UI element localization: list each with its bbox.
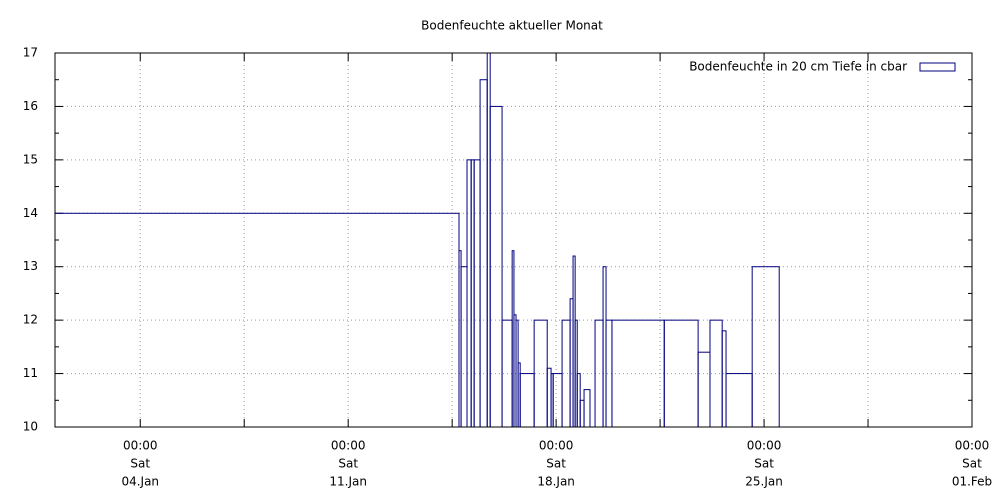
- box: [583, 389, 591, 428]
- x-tick-label: 00:00: [955, 439, 990, 453]
- y-tick-label: 12: [23, 313, 38, 327]
- box: [697, 351, 711, 428]
- legend-swatch: [919, 62, 956, 72]
- y-tick-label: 17: [23, 46, 38, 60]
- box: [533, 319, 548, 428]
- box: [663, 319, 699, 428]
- y-tick-label: 10: [23, 420, 38, 434]
- y-tick-label: 15: [23, 152, 38, 166]
- box: [460, 266, 468, 428]
- x-tick-label: 00:00: [539, 439, 574, 453]
- box: [519, 373, 535, 428]
- x-tick-label: 00:00: [331, 439, 366, 453]
- x-tick-label: 00:00: [747, 439, 782, 453]
- box: [721, 330, 727, 428]
- x-tick-label: Sat: [754, 457, 774, 471]
- box: [466, 159, 472, 428]
- box: [725, 373, 753, 428]
- x-tick-label: Sat: [546, 457, 566, 471]
- x-tick-label: Sat: [962, 457, 982, 471]
- x-tick-label: 25.Jan: [745, 475, 783, 489]
- legend-label: Bodenfeuchte in 20 cm Tiefe in cbar: [689, 60, 907, 74]
- box: [479, 79, 488, 428]
- y-tick-label: 13: [23, 259, 38, 273]
- x-tick-label: Sat: [338, 457, 358, 471]
- x-tick-label: Sat: [130, 457, 150, 471]
- chart-title: Bodenfeuchte aktueller Monat: [421, 19, 603, 33]
- x-tick-label: 01.Feb: [952, 475, 992, 489]
- x-tick-label: 04.Jan: [121, 475, 159, 489]
- box: [579, 399, 585, 428]
- box: [546, 367, 552, 428]
- box: [552, 373, 563, 428]
- y-tick-label: 11: [23, 366, 38, 380]
- x-tick-label: 11.Jan: [329, 475, 367, 489]
- y-tick-label: 16: [23, 99, 38, 113]
- x-tick-label: 00:00: [123, 439, 158, 453]
- x-tick-label: 18.Jan: [537, 475, 575, 489]
- box: [473, 159, 481, 428]
- plot-frame: [54, 52, 973, 428]
- y-tick-label: 14: [23, 206, 38, 220]
- box: [751, 266, 780, 428]
